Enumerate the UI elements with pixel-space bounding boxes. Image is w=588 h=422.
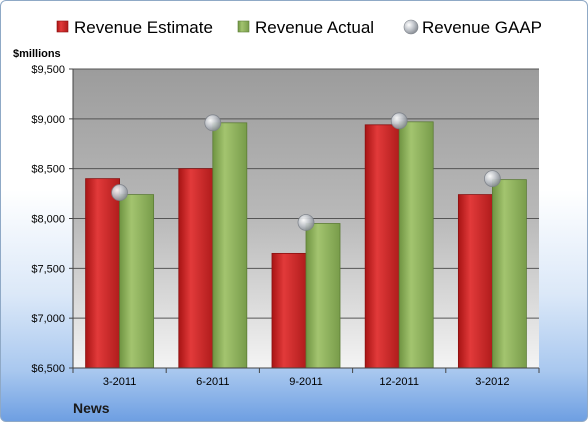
bar-revenue-estimate bbox=[85, 178, 121, 369]
legend-label: Revenue Actual bbox=[255, 18, 374, 37]
bar-revenue-estimate bbox=[364, 124, 400, 369]
x-tick-label: 12-2011 bbox=[379, 376, 419, 388]
legend-label: Revenue Estimate bbox=[74, 18, 213, 37]
marker-revenue-gaap bbox=[297, 214, 315, 231]
bar-revenue-actual bbox=[398, 121, 434, 369]
y-tick-label: $9,000 bbox=[31, 114, 65, 126]
x-tick-label: 3-2012 bbox=[475, 376, 509, 388]
y-tick-label: $9,500 bbox=[31, 64, 65, 76]
x-tick-label: 3-2011 bbox=[103, 376, 136, 388]
legend: Revenue Estimate Revenue Actual Revenue GA… bbox=[56, 18, 542, 37]
marker-revenue-gaap bbox=[390, 112, 408, 130]
legend-swatch bbox=[56, 20, 69, 33]
y-tick-label: $7,500 bbox=[31, 263, 65, 275]
bar-revenue-actual bbox=[305, 223, 341, 369]
marker-revenue-gaap bbox=[204, 114, 222, 132]
y-tick-label: $8,500 bbox=[31, 164, 65, 176]
y-tick-label: $8,000 bbox=[31, 214, 65, 226]
legend-label: Revenue GAAP bbox=[422, 18, 542, 37]
bar-revenue-estimate bbox=[457, 194, 493, 369]
bar-revenue-actual bbox=[119, 194, 155, 369]
y-tick-label: $7,000 bbox=[31, 313, 65, 325]
bar-revenue-estimate bbox=[178, 168, 214, 369]
x-tick-label: 6-2011 bbox=[196, 376, 229, 388]
axes: $6,500 $7,000 $7,500 $8,000 $8,500 $9,000 $9,5… bbox=[31, 64, 540, 388]
legend-swatch bbox=[403, 19, 419, 35]
marker-revenue-gaap bbox=[111, 184, 128, 201]
marker-revenue-gaap bbox=[483, 170, 501, 188]
bar-revenue-estimate bbox=[271, 252, 307, 369]
y-tick-label: $6,500 bbox=[31, 363, 65, 375]
gaap-markers bbox=[111, 112, 501, 231]
legend-swatch bbox=[237, 20, 250, 33]
x-tick-label: 9-2011 bbox=[289, 376, 322, 388]
bar-revenue-actual bbox=[491, 179, 527, 369]
y-axis-units: $millions bbox=[13, 48, 61, 60]
bar-revenue-actual bbox=[212, 122, 248, 369]
footer-label: News bbox=[73, 400, 110, 416]
